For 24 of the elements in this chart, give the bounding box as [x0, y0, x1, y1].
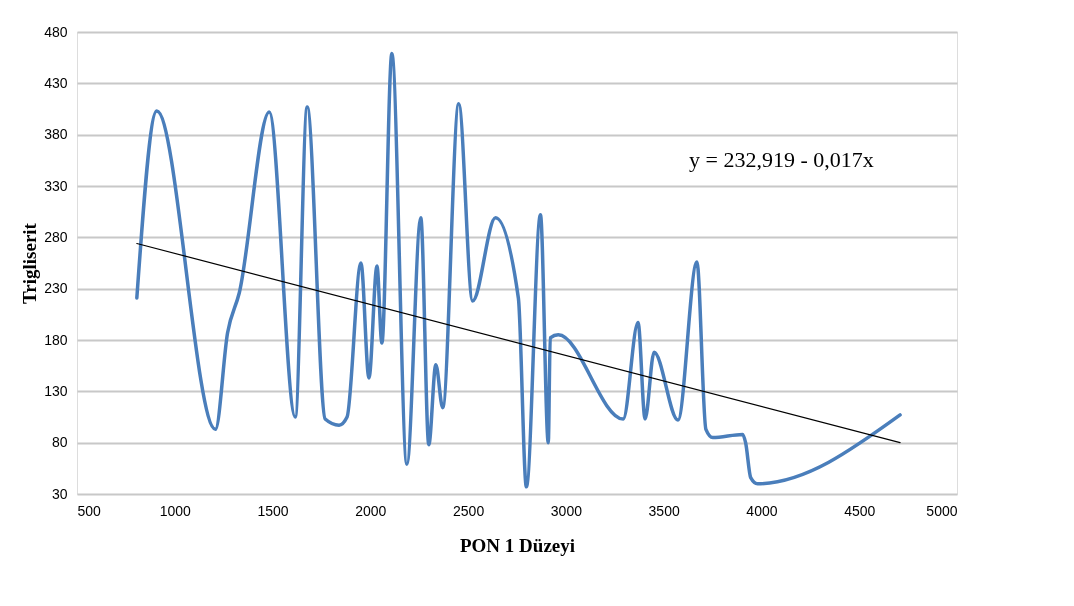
y-tick-label: 80 — [51, 434, 68, 451]
y-tick-label: 130 — [44, 382, 68, 399]
x-tick-label: 2000 — [355, 502, 387, 519]
y-tick-label: 30 — [51, 485, 68, 502]
line-series — [135, 51, 902, 489]
x-tick-label: 4500 — [844, 502, 876, 519]
y-tick-label: 280 — [44, 228, 68, 245]
x-axis-title: PON 1 Düzeyi — [459, 534, 576, 556]
x-tick-label: 1500 — [257, 502, 289, 519]
x-tick-label: 3500 — [648, 502, 680, 519]
y-axis-title: Trigliserit — [19, 222, 41, 304]
x-tick-label: 5000 — [926, 502, 958, 519]
y-tick-label: 180 — [44, 331, 68, 348]
x-tick-label: 1000 — [159, 502, 192, 519]
y-tick-label: 430 — [44, 74, 68, 91]
x-tick-label: 500 — [77, 502, 102, 519]
y-tick-label: 230 — [44, 280, 68, 297]
y-tick-label: 480 — [44, 23, 68, 40]
x-tick-label: 2500 — [453, 502, 485, 519]
y-tick-label: 380 — [44, 126, 68, 143]
x-tick-label: 4000 — [746, 502, 778, 519]
annotation: y = 232,919 - 0,017x — [689, 147, 874, 172]
y-tick-label: 330 — [44, 177, 68, 194]
x-tick-label: 3000 — [550, 502, 583, 519]
